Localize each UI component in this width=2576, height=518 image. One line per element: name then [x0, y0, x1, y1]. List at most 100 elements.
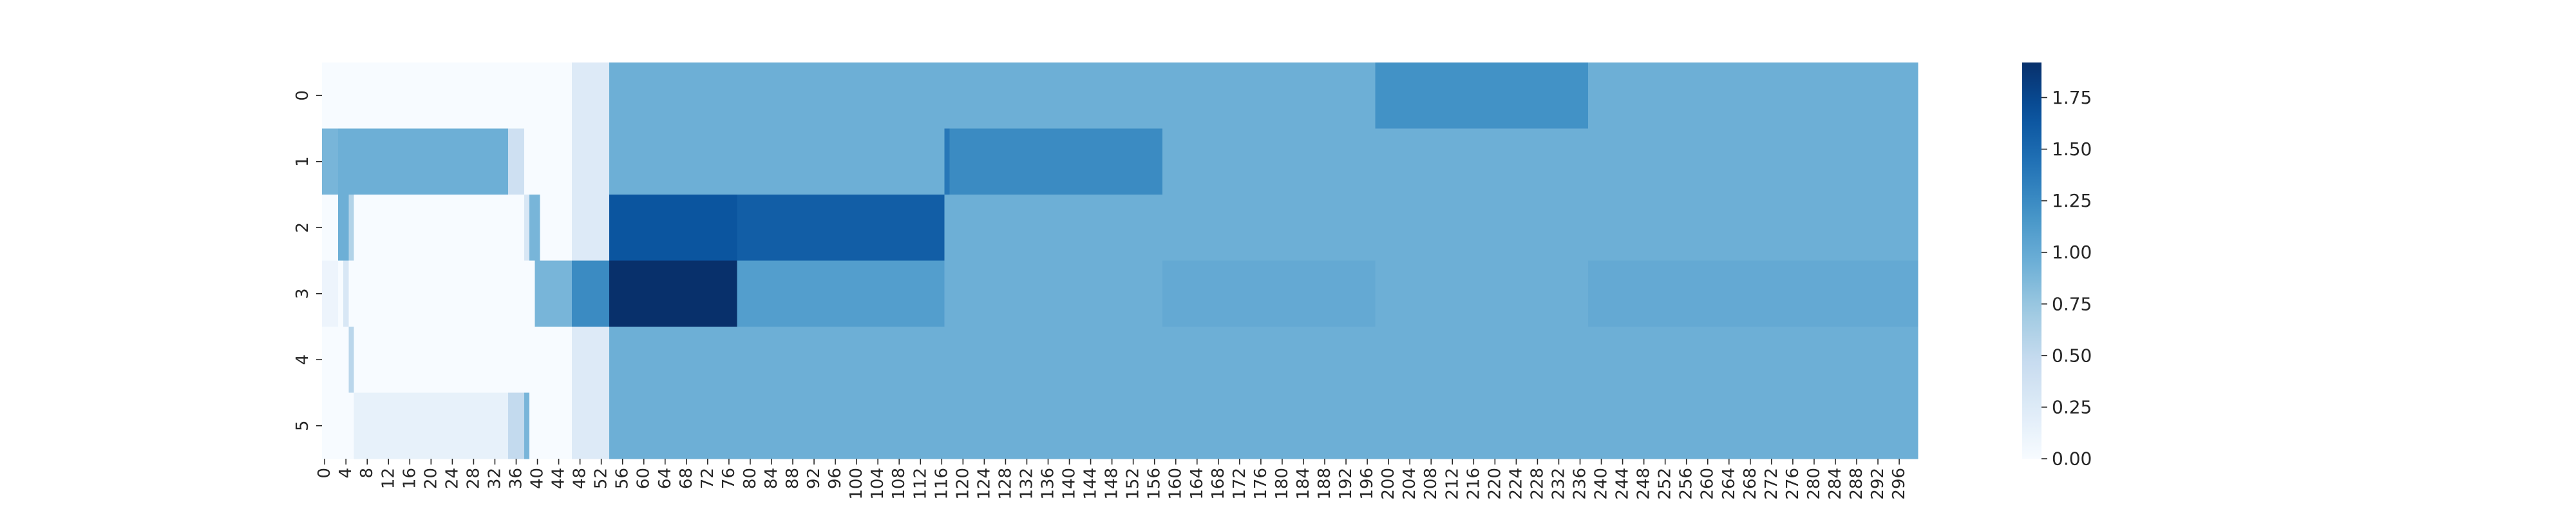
x-tick-label: 108: [889, 468, 909, 500]
x-tick-label: 236: [1570, 468, 1589, 500]
y-tick-label: 2: [293, 222, 312, 233]
x-tick-label: 208: [1421, 468, 1441, 500]
x-tick-label: 76: [719, 468, 739, 489]
x-tick-label: 248: [1634, 468, 1654, 500]
heatmap-cell: [609, 327, 1918, 394]
heatmap-cell: [343, 260, 349, 327]
colorbar-tick-label: 0.50: [2052, 345, 2092, 366]
heatmap-cell: [337, 195, 349, 262]
x-tick-label: 256: [1677, 468, 1696, 500]
x-tick-label: 4: [336, 468, 355, 479]
x-tick-label: 104: [868, 468, 887, 500]
x-tick-label: 36: [506, 468, 526, 489]
heatmap-cell: [609, 392, 1918, 459]
x-tick-label: 224: [1506, 468, 1526, 500]
x-tick-label: 64: [656, 468, 675, 489]
heatmap-cell: [1587, 260, 1918, 327]
x-tick-label: 60: [634, 468, 654, 489]
heatmap-cell: [1375, 62, 1589, 130]
x-tick-label: 160: [1166, 468, 1186, 500]
heatmap-cell: [572, 195, 610, 262]
x-tick-label: 204: [1400, 468, 1419, 500]
heatmap-cell: [508, 128, 525, 195]
x-tick-label: 280: [1804, 468, 1824, 500]
x-tick-label: 100: [847, 468, 866, 500]
heatmap-cell: [348, 260, 535, 327]
x-tick-label: 284: [1826, 468, 1845, 500]
heatmap-cell: [322, 195, 339, 262]
x-tick-label: 20: [421, 468, 440, 489]
x-tick-label: 124: [974, 468, 994, 500]
heatmap-row-1: [322, 128, 1918, 195]
heatmap-cell: [572, 327, 610, 394]
heatmap-cell: [572, 62, 610, 130]
x-tick-label: 144: [1081, 468, 1101, 500]
x-tick-label: 240: [1592, 468, 1611, 500]
x-tick-label: 212: [1443, 468, 1462, 500]
x-tick-label: 200: [1379, 468, 1398, 500]
heatmap-row-0: [322, 62, 1918, 130]
x-tick-label: 164: [1188, 468, 1207, 500]
heatmap-cell: [529, 195, 541, 262]
x-tick-label: 276: [1783, 468, 1803, 500]
y-tick-label: 0: [293, 90, 312, 101]
y-axis: 0 1 2 3 4 5: [293, 90, 322, 431]
x-tick-label: 68: [677, 468, 696, 489]
x-tick-label: 112: [911, 468, 930, 500]
x-tick-label: 84: [762, 468, 781, 489]
colorbar: 0.00 0.25 0.50 0.75 1.00 1.25 1.50 1.75: [2022, 62, 2092, 470]
x-tick-label: 0: [315, 468, 334, 479]
colorbar-tick-label: 0.25: [2052, 396, 2092, 417]
x-tick-label: 136: [1038, 468, 1057, 500]
x-tick-label: 32: [485, 468, 504, 489]
x-tick-label: 52: [592, 468, 611, 489]
heatmap-cell: [944, 128, 951, 195]
heatmap-cell: [1587, 62, 1918, 130]
x-tick-label: 96: [826, 468, 845, 489]
x-tick-label: 252: [1656, 468, 1675, 500]
x-tick-label: 148: [1103, 468, 1122, 500]
x-tick-label: 16: [400, 468, 419, 489]
x-tick-label: 40: [528, 468, 547, 489]
x-tick-label: 260: [1698, 468, 1718, 500]
x-tick-label: 44: [549, 468, 569, 489]
heatmap-cell: [348, 195, 355, 262]
heatmap-cell: [524, 195, 530, 262]
x-tick-label: 196: [1358, 468, 1377, 500]
x-tick-label: 156: [1145, 468, 1164, 500]
x-tick-label: 176: [1251, 468, 1271, 500]
x-tick-label: 24: [442, 468, 462, 489]
x-tick-label: 168: [1209, 468, 1228, 500]
heatmap-cell: [348, 327, 355, 394]
colorbar-tick-label: 1.50: [2052, 139, 2092, 160]
heatmap-cell: [944, 260, 1163, 327]
heatmap-cell: [737, 260, 945, 327]
heatmap-cell: [609, 195, 737, 262]
x-tick-label: 228: [1528, 468, 1547, 500]
x-tick-label: 268: [1741, 468, 1760, 500]
heatmap-cell: [535, 260, 573, 327]
x-tick-label: 172: [1230, 468, 1249, 500]
y-tick-label: 5: [293, 420, 312, 431]
x-tick-label: 140: [1060, 468, 1079, 500]
y-tick-label: 1: [293, 156, 312, 167]
heatmap-cell: [529, 392, 573, 459]
heatmap-row-5: [322, 392, 1918, 459]
heatmap-cell: [949, 128, 1163, 195]
x-tick-label: 80: [741, 468, 760, 489]
heatmap-cell: [944, 195, 1918, 262]
heatmap-cell: [540, 195, 573, 262]
heatmap-cell: [354, 327, 573, 394]
heatmap-row-2: [322, 195, 1918, 262]
x-tick-label: 232: [1549, 468, 1568, 500]
x-tick-label: 56: [613, 468, 632, 489]
x-tick-label: 92: [804, 468, 824, 489]
heatmap-cell: [1162, 260, 1376, 327]
x-tick-label: 8: [357, 468, 377, 479]
heatmap-cell: [609, 128, 945, 195]
heatmap-cell: [322, 260, 339, 327]
x-tick-label: 288: [1847, 468, 1866, 500]
x-tick-label: 116: [932, 468, 951, 500]
